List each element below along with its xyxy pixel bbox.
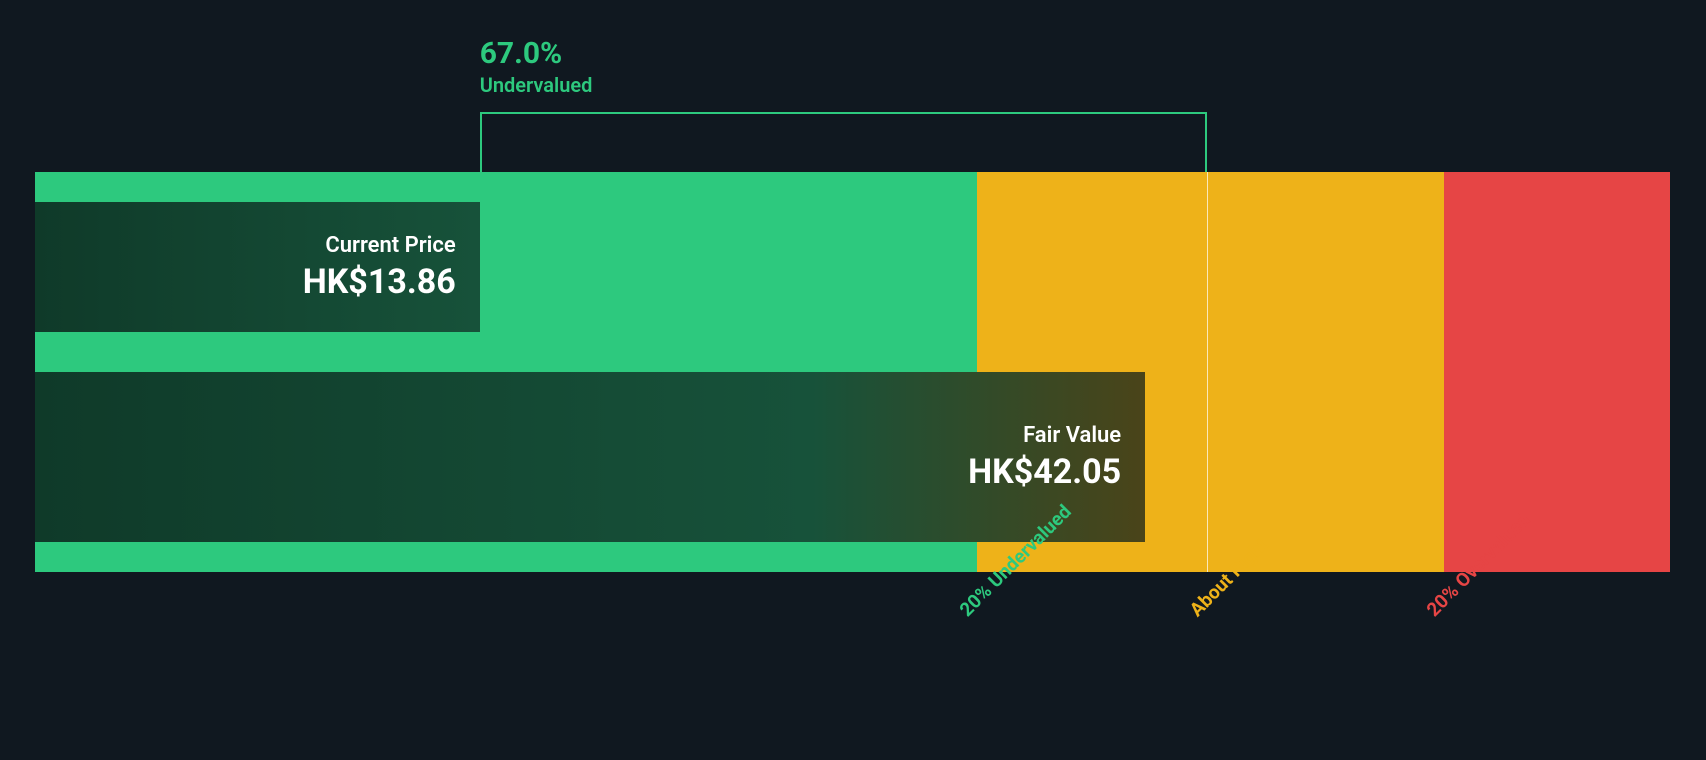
valuation-status: Undervalued: [480, 73, 593, 97]
current-price-box: Current Price HK$13.86: [35, 202, 480, 332]
fair-value-line: [1207, 172, 1208, 572]
fair-value-box: Fair Value HK$42.05: [35, 372, 1145, 542]
current-price-value: HK$13.86: [303, 262, 456, 302]
overvalued-zone: [1444, 172, 1670, 572]
valuation-chart: Current Price HK$13.86 Fair Value HK$42.…: [35, 172, 1670, 572]
fair-value-label: Fair Value: [1023, 423, 1121, 448]
current-price-label: Current Price: [325, 233, 455, 258]
valuation-bracket: [480, 112, 1208, 172]
valuation-headline: 67.0% Undervalued: [480, 36, 593, 97]
fair-value-value: HK$42.05: [968, 452, 1121, 492]
valuation-percent: 67.0%: [480, 36, 593, 71]
